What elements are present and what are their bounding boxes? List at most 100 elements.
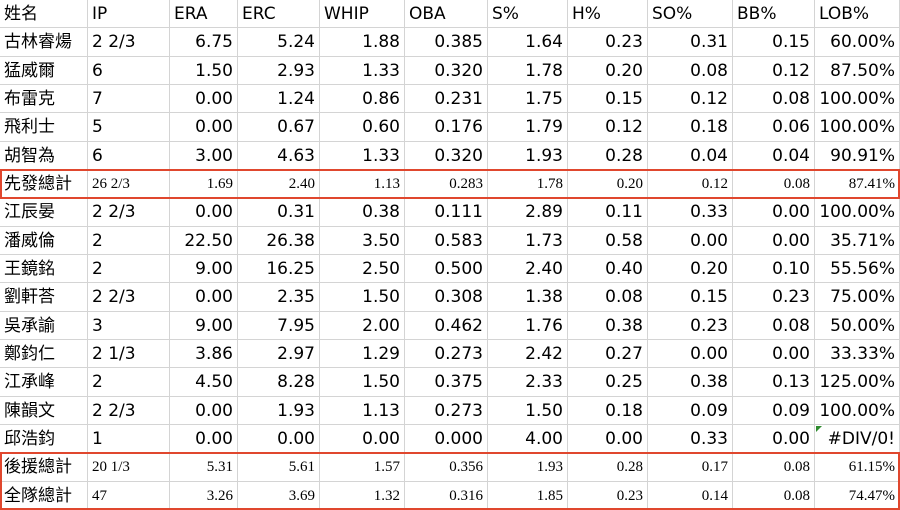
cell: 0.27 — [568, 340, 648, 369]
cell: 100.00% — [815, 85, 900, 114]
cell: 0.31 — [238, 198, 320, 227]
cell: 0.18 — [568, 396, 648, 425]
cell: 1.33 — [320, 141, 405, 170]
cell: 2.93 — [238, 56, 320, 85]
cell: 1.33 — [320, 56, 405, 85]
cell: 0.00 — [648, 226, 733, 255]
cell: 2 — [88, 368, 170, 397]
cell: 1.50 — [320, 368, 405, 397]
row-label: 猛威爾 — [0, 56, 88, 85]
cell: 0.462 — [405, 311, 488, 340]
cell: 0.40 — [568, 255, 648, 284]
cell: 2 2/3 — [88, 283, 170, 312]
cell: 2.89 — [488, 198, 568, 227]
cell: 2.40 — [488, 255, 568, 284]
cell: 0.00 — [170, 396, 238, 425]
cell: 5 — [88, 113, 170, 142]
cell: 5.31 — [170, 453, 238, 482]
cell: 0.38 — [320, 198, 405, 227]
cell: 7 — [88, 85, 170, 114]
cell: 1.93 — [488, 141, 568, 170]
cell: 1 — [88, 425, 170, 454]
cell: 0.25 — [568, 368, 648, 397]
error-indicator — [816, 426, 822, 432]
cell: 2 2/3 — [88, 198, 170, 227]
cell: 0.308 — [405, 283, 488, 312]
cell: 1.50 — [320, 283, 405, 312]
row-label: 古林睿煬 — [0, 28, 88, 57]
cell: 9.00 — [170, 255, 238, 284]
cell: 0.33 — [648, 198, 733, 227]
cell: 1.38 — [488, 283, 568, 312]
cell: 5.61 — [238, 453, 320, 482]
cell: 0.33 — [648, 425, 733, 454]
cell: 0.06 — [733, 113, 815, 142]
cell: 100.00% — [815, 396, 900, 425]
cell: 1.73 — [488, 226, 568, 255]
cell: 0.23 — [568, 28, 648, 57]
cell: 3.86 — [170, 340, 238, 369]
cell: 1.50 — [488, 396, 568, 425]
cell: 0.28 — [568, 453, 648, 482]
cell: 0.12 — [568, 113, 648, 142]
row-label: 陳韻文 — [0, 396, 88, 425]
row-label: 胡智為 — [0, 141, 88, 170]
cell: 3.50 — [320, 226, 405, 255]
cell: 0.500 — [405, 255, 488, 284]
cell: 0.12 — [733, 56, 815, 85]
cell: 1.24 — [238, 85, 320, 114]
cell: 0.320 — [405, 141, 488, 170]
cell: 0.00 — [648, 340, 733, 369]
cell: 35.71% — [815, 226, 900, 255]
cell: 0.00 — [170, 85, 238, 114]
row-label: 邱浩鈞 — [0, 425, 88, 454]
cell: 0.00 — [170, 425, 238, 454]
cell: 60.00% — [815, 28, 900, 57]
cell: 1.57 — [320, 453, 405, 482]
row-label: 布雷克 — [0, 85, 88, 114]
cell: 0.00 — [238, 425, 320, 454]
row-label: 潘威倫 — [0, 226, 88, 255]
row-label: 江辰晏 — [0, 198, 88, 227]
cell: 100.00% — [815, 113, 900, 142]
cell: 0.00 — [170, 113, 238, 142]
cell: 0.18 — [648, 113, 733, 142]
cell: 0.356 — [405, 453, 488, 482]
cell: 4.50 — [170, 368, 238, 397]
header-cell: 姓名 — [0, 0, 88, 29]
cell: 90.91% — [815, 141, 900, 170]
header-cell: IP — [88, 0, 170, 29]
cell: 6 — [88, 141, 170, 170]
cell: 6.75 — [170, 28, 238, 57]
cell: 7.95 — [238, 311, 320, 340]
row-label: 後援總計 — [0, 453, 88, 482]
cell: 2 2/3 — [88, 396, 170, 425]
cell: 100.00% — [815, 198, 900, 227]
cell: 0.67 — [238, 113, 320, 142]
header-cell: OBA — [405, 0, 488, 29]
cell: 2 2/3 — [88, 28, 170, 57]
cell: 0.60 — [320, 113, 405, 142]
cell: 1.88 — [320, 28, 405, 57]
cell: 26.38 — [238, 226, 320, 255]
cell: 0.17 — [648, 453, 733, 482]
cell: 0.00 — [733, 226, 815, 255]
cell: 2.33 — [488, 368, 568, 397]
cell: 2 1/3 — [88, 340, 170, 369]
header-cell: SO% — [648, 0, 733, 29]
cell: 5.24 — [238, 28, 320, 57]
cell: 125.00% — [815, 368, 900, 397]
cell: 0.28 — [568, 141, 648, 170]
row-label: 鄭鈞仁 — [0, 340, 88, 369]
cell: 1.13 — [320, 396, 405, 425]
cell: 0.58 — [568, 226, 648, 255]
cell: 2 — [88, 255, 170, 284]
cell: 0.38 — [648, 368, 733, 397]
row-label: 吳承諭 — [0, 311, 88, 340]
cell: 33.33% — [815, 340, 900, 369]
row-label: 王鏡銘 — [0, 255, 88, 284]
header-cell: ERC — [238, 0, 320, 29]
cell: 4.00 — [488, 425, 568, 454]
cell: 0.231 — [405, 85, 488, 114]
